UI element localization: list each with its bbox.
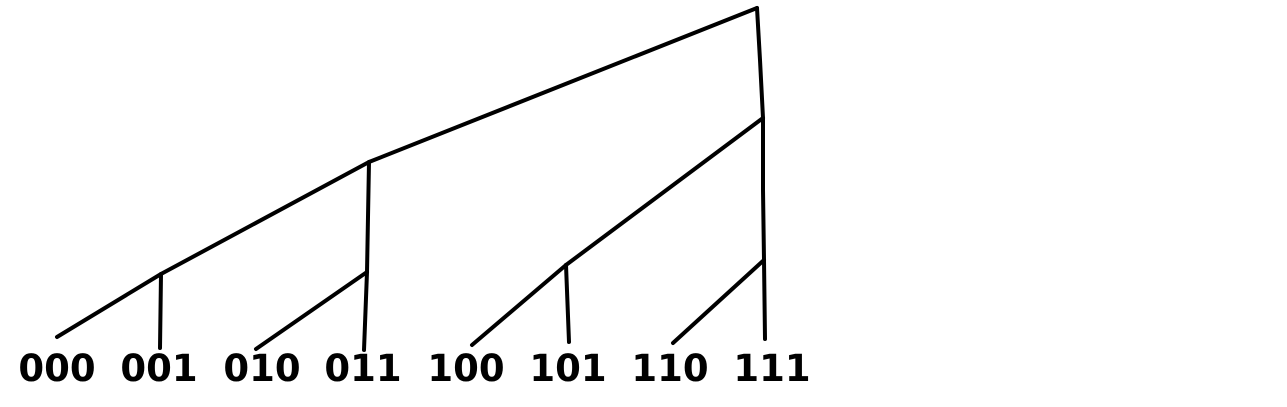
edge-n-0-01-to-n-01: [365, 160, 371, 274]
edge-n-10-to-100: [470, 263, 568, 347]
leaf-label-011: 011: [324, 347, 401, 390]
edge-n-1-to-n-10: [564, 116, 765, 267]
edge-root-to-n-1: [755, 6, 765, 120]
edge-n-00-to-000: [55, 272, 163, 339]
leaf-label-100: 100: [427, 347, 504, 390]
edge-n-01-to-010: [254, 270, 369, 351]
edge-n-11-to-110: [671, 258, 766, 345]
edge-n-11-to-111: [762, 258, 767, 341]
leaf-label-000: 000: [18, 347, 95, 390]
edge-n-01-to-011: [362, 270, 369, 352]
leaf-label-101: 101: [529, 347, 606, 390]
edge-n-10-to-101: [564, 263, 571, 344]
tree-edges: [55, 6, 767, 352]
edge-n-0-01-to-n-00: [159, 160, 371, 276]
leaf-label-001: 001: [120, 347, 197, 390]
leaf-label-010: 010: [223, 347, 300, 390]
leaf-labels: 000 001 010 011 100 101 110 111: [18, 347, 810, 390]
leaf-label-111: 111: [733, 347, 810, 390]
edge-n-1-to-n-11: [761, 116, 766, 262]
edge-root-to-n-0-01: [367, 6, 759, 164]
leaf-label-110: 110: [631, 347, 708, 390]
edge-n-00-to-001: [158, 272, 163, 350]
